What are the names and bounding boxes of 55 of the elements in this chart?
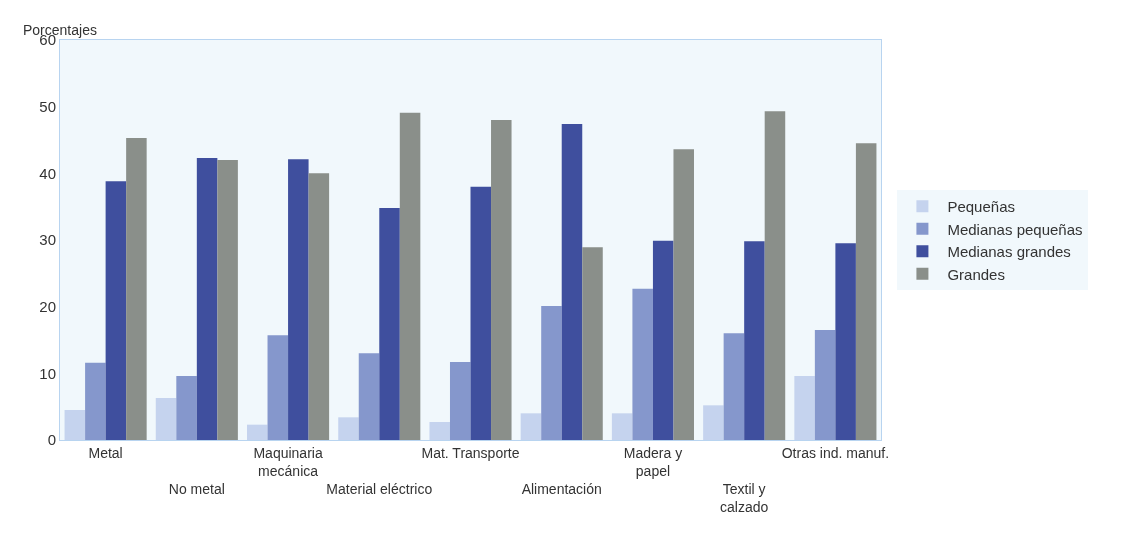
bar — [196, 158, 218, 440]
x-tick-label: No metal — [168, 481, 225, 498]
bar — [632, 288, 653, 440]
bar — [449, 362, 471, 440]
bar — [491, 120, 512, 440]
x-tick-label: Alimentación — [521, 481, 602, 498]
legend-label: Pequeñas — [947, 198, 1015, 216]
x-tick-label: Textil y calzado — [720, 481, 769, 516]
y-tick-label: 50 — [39, 97, 56, 115]
legend-label: Medianas pequeñas — [947, 220, 1083, 238]
bar — [288, 159, 309, 440]
bar — [673, 149, 694, 440]
bar — [470, 186, 492, 440]
x-tick-label: Metal — [88, 444, 123, 461]
bar — [105, 181, 127, 440]
bar — [744, 241, 765, 440]
legend-label: Grandes — [947, 265, 1005, 283]
y-tick-label: 20 — [39, 297, 56, 315]
x-tick-label: Otras ind. manuf. — [781, 444, 890, 461]
bar — [247, 424, 268, 440]
bar — [308, 173, 330, 440]
bar — [582, 247, 603, 440]
x-tick-label: Mat. Transporte — [421, 444, 520, 461]
bar — [155, 398, 177, 440]
bar — [217, 160, 238, 440]
bar — [379, 208, 400, 440]
bar — [835, 243, 856, 440]
bar — [338, 417, 359, 440]
bar — [794, 376, 815, 440]
y-tick-label: 30 — [39, 231, 56, 249]
bar — [703, 405, 724, 440]
bar — [126, 138, 147, 440]
bar — [429, 422, 450, 440]
bar — [561, 124, 583, 440]
bar — [267, 335, 289, 440]
bar — [611, 413, 633, 440]
bar — [652, 240, 674, 440]
bar — [64, 410, 86, 440]
bar — [85, 362, 106, 440]
bar — [399, 112, 421, 440]
bar — [814, 330, 836, 440]
y-tick-label: 10 — [39, 364, 56, 382]
bar — [176, 376, 197, 440]
x-tick-label: Madera y papel — [623, 444, 683, 479]
bar — [764, 111, 786, 440]
legend-label: Medianas grandes — [947, 243, 1071, 261]
y-tick-label: 40 — [39, 164, 56, 182]
y-tick-label: 0 — [47, 431, 56, 449]
bar — [855, 143, 877, 440]
bar — [358, 353, 380, 440]
bar — [723, 333, 745, 440]
bar — [520, 413, 542, 440]
x-tick-label: Maquinaria mecánica — [253, 444, 323, 479]
bar — [541, 306, 562, 440]
x-tick-label: Material eléctrico — [326, 481, 433, 498]
